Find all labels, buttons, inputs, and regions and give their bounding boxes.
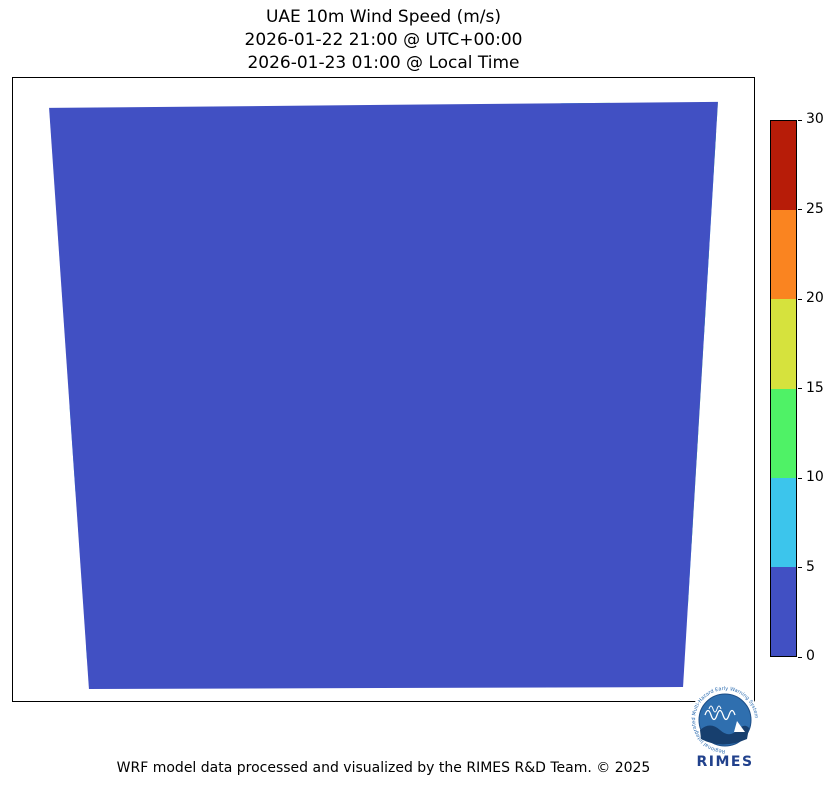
colorbar-tick-mark: [798, 388, 802, 389]
colorbar-tick-mark: [798, 656, 802, 658]
colorbar-tick-label: 30: [806, 111, 824, 127]
base-wind-field: [49, 101, 718, 690]
logo-seismogram-icon: [704, 709, 736, 721]
colorbar-tick-label: 0: [806, 648, 815, 664]
colorbar-tick-label: 15: [806, 379, 824, 396]
colorbar-tick-label: 20: [806, 290, 824, 306]
colorbar-tick-mark: [798, 119, 802, 121]
rimes-logo: Regional Integrated Multi-Hazard Early W…: [690, 685, 760, 770]
plot-title: UAE 10m Wind Speed (m/s) 2026-01-22 21:0…: [12, 6, 755, 75]
colorbar-segment: [771, 388, 796, 478]
colorbar-segment: [771, 477, 796, 567]
colorbar-tick-mark: [798, 298, 802, 300]
colorbar: [770, 120, 797, 657]
colorbar-tick-label: 5: [806, 558, 815, 575]
colorbar-tick-label: 25: [806, 200, 824, 217]
colorbar-segment: [771, 566, 796, 657]
logo-wordmark: RIMES: [696, 754, 753, 770]
colorbar-tick-mark: [798, 567, 802, 568]
wind-speed-region: [329, 101, 356, 105]
logo-sail-icon: [734, 721, 745, 732]
colorbar-tick-mark: [798, 209, 802, 210]
colorbar-segment: [771, 299, 796, 389]
colorbar-tick-label: 10: [806, 469, 824, 485]
logo-seismogram-icon-2: [708, 705, 722, 713]
colorbar-segment: [771, 210, 796, 300]
footer-credit: WRF model data processed and visualized …: [116, 760, 651, 776]
colorbar-tick-mark: [798, 477, 802, 479]
map-plot-area: Regional Integrated Multi-Hazard Early W…: [12, 77, 760, 770]
title-line-2: 2026-01-22 21:00 @ UTC+00:00: [244, 30, 523, 50]
logo-wave-icon: [700, 725, 749, 745]
wind-speed-map: [49, 101, 718, 690]
title-line-1: UAE 10m Wind Speed (m/s): [265, 7, 502, 27]
colorbar-segment: [771, 121, 796, 211]
title-line-3: 2026-01-23 01:00 @ Local Time: [247, 53, 520, 73]
